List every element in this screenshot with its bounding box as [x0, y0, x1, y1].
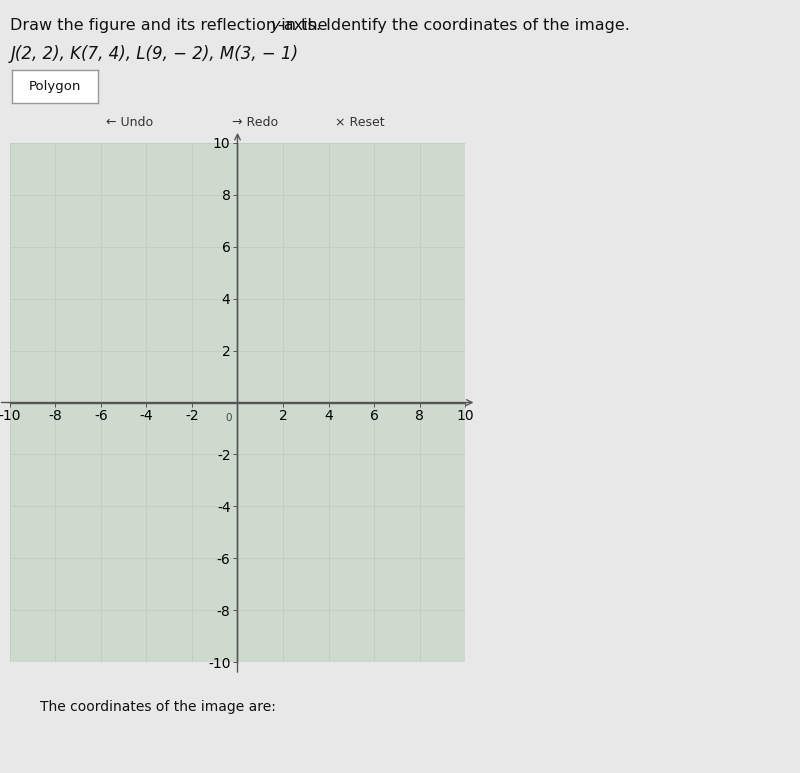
Text: ← Undo: ← Undo — [106, 117, 154, 130]
Text: Polygon: Polygon — [29, 80, 81, 93]
Text: J(2, 2), K(7, 4), L(9, − 2), M(3, − 1): J(2, 2), K(7, 4), L(9, − 2), M(3, − 1) — [10, 45, 298, 63]
Text: → Redo: → Redo — [232, 117, 278, 130]
Text: y: y — [271, 18, 280, 33]
Text: The coordinates of the image are:: The coordinates of the image are: — [40, 700, 276, 714]
Text: -axis. Identify the coordinates of the image.: -axis. Identify the coordinates of the i… — [278, 18, 630, 33]
Text: 0: 0 — [226, 413, 232, 423]
Text: × Reset: × Reset — [335, 117, 385, 130]
Text: Draw the figure and its reflection in the: Draw the figure and its reflection in th… — [10, 18, 333, 33]
